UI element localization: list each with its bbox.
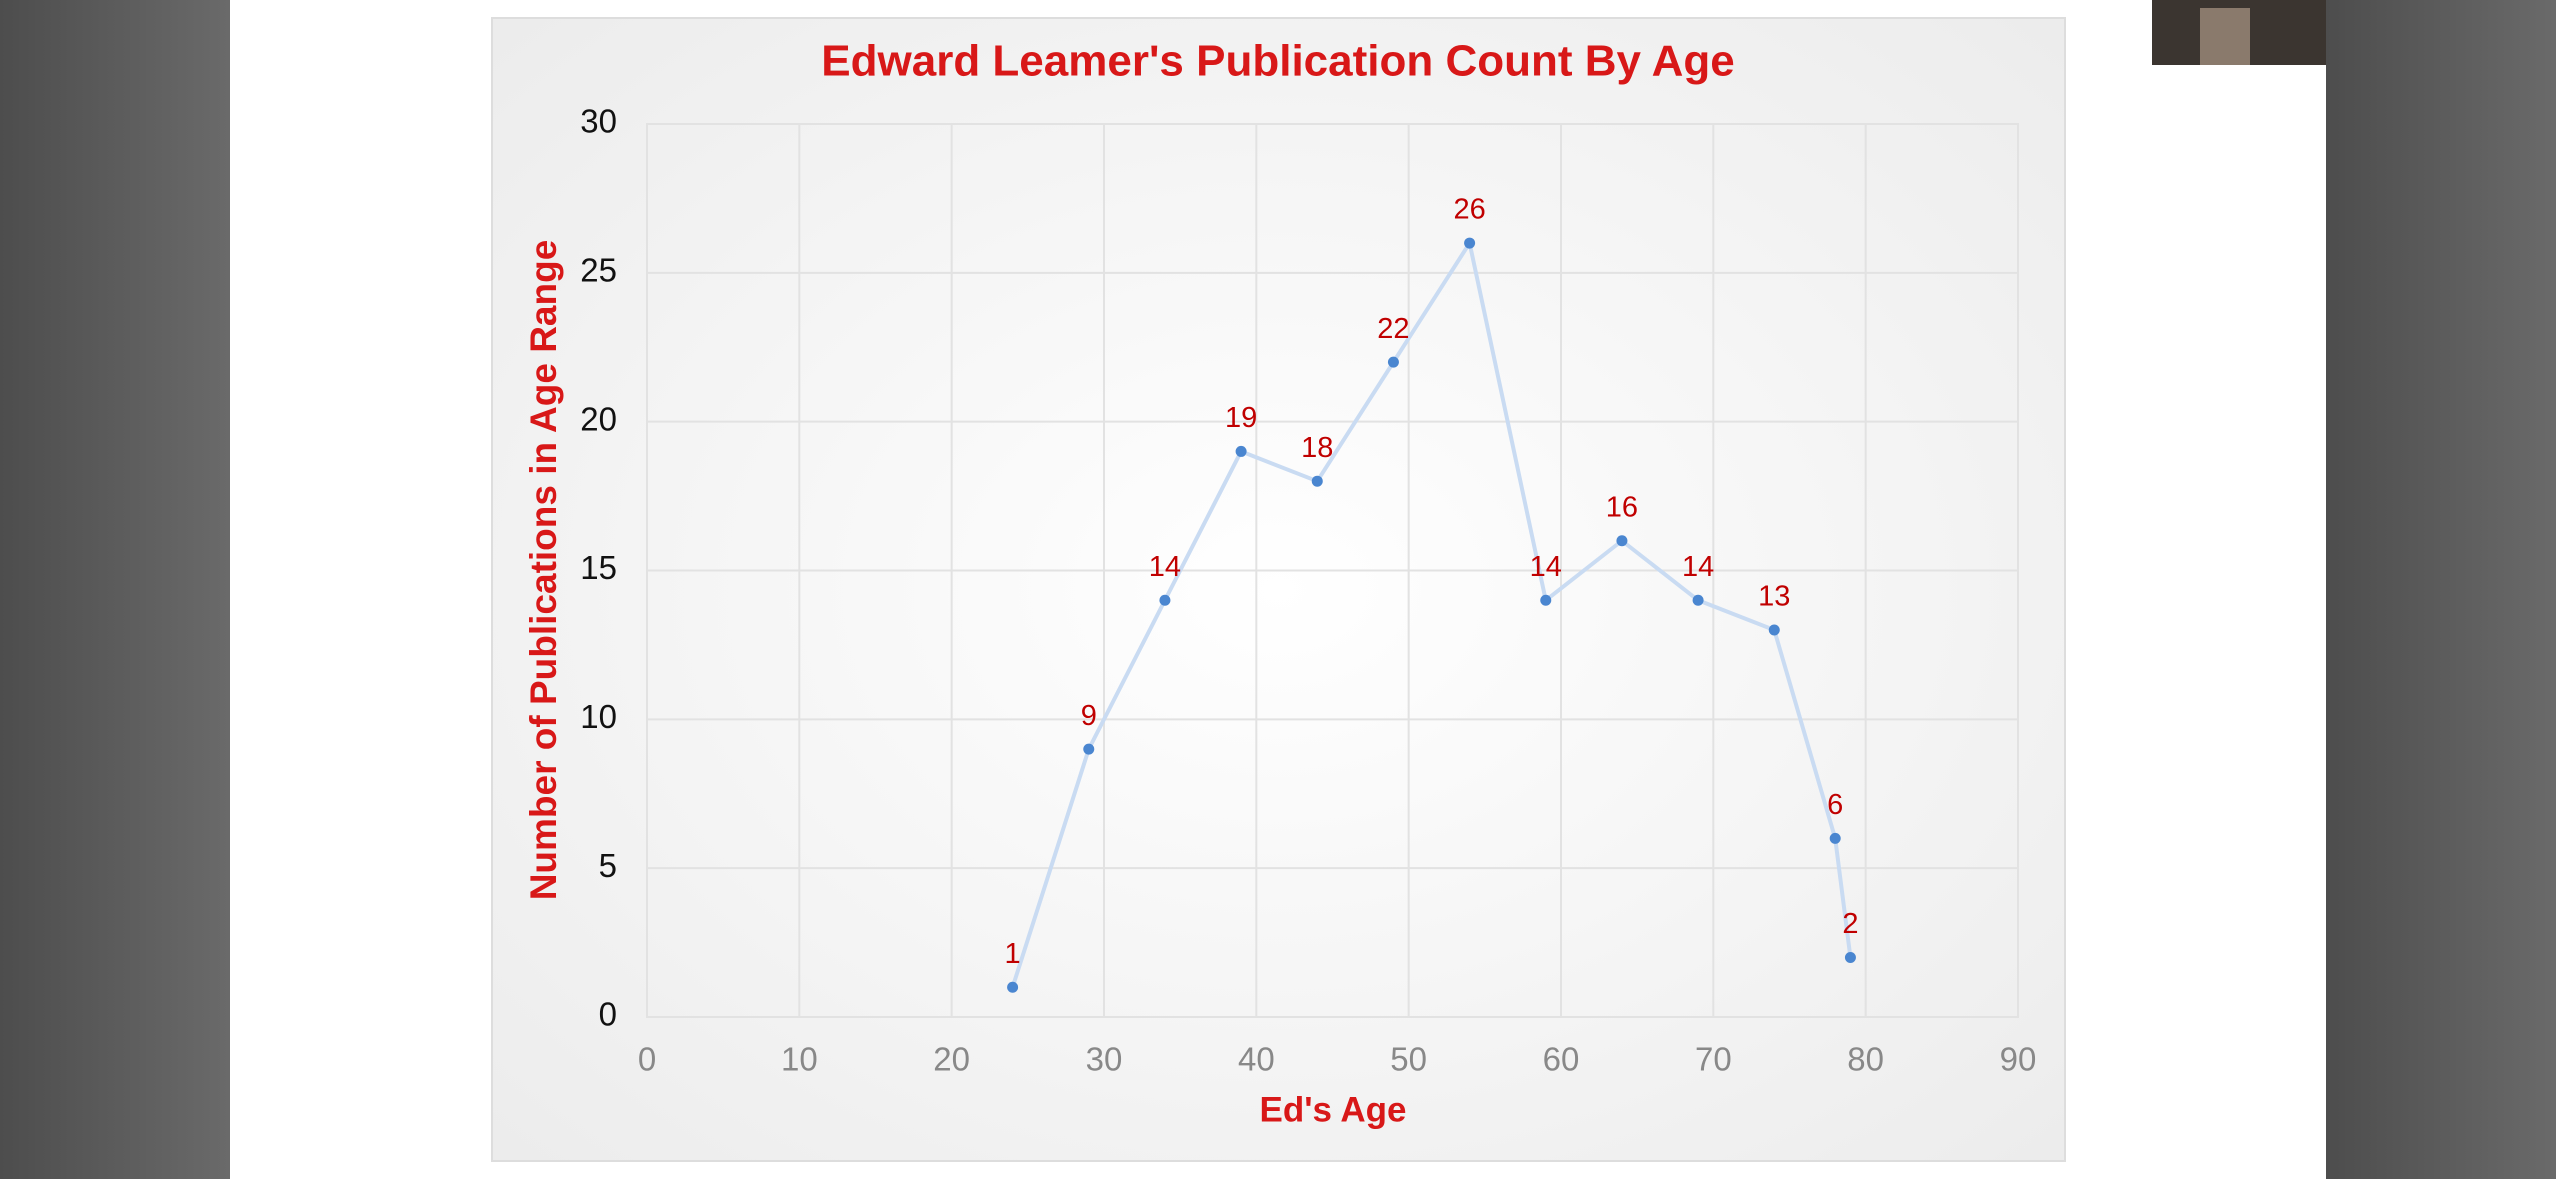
y-tick-label: 15: [580, 549, 617, 586]
data-point: [1540, 594, 1552, 606]
y-tick-label: 20: [580, 400, 617, 437]
data-label: 19: [1225, 402, 1257, 434]
data-point: [1387, 356, 1399, 368]
data-label: 1: [1005, 938, 1021, 970]
video-person: [2200, 8, 2250, 65]
x-tick-label: 30: [1086, 1041, 1123, 1078]
data-label: 14: [1149, 551, 1181, 583]
chart-area: [491, 17, 2066, 1162]
x-tick-label: 50: [1390, 1041, 1427, 1078]
data-label: 26: [1453, 194, 1485, 226]
left-margin: [0, 0, 230, 1179]
y-tick-label: 10: [580, 698, 617, 735]
x-tick-label: 10: [781, 1041, 818, 1078]
right-margin: [2326, 0, 2556, 1179]
chart-title: Edward Leamer's Publication Count By Age: [821, 37, 1734, 86]
x-tick-label: 20: [933, 1041, 970, 1078]
x-tick-label: 60: [1543, 1041, 1580, 1078]
x-tick-label: 90: [2000, 1041, 2037, 1078]
y-tick-label: 0: [599, 996, 617, 1033]
data-point: [1844, 951, 1856, 963]
y-tick-label: 30: [580, 103, 617, 140]
data-point: [1159, 594, 1171, 606]
x-tick-label: 80: [1847, 1041, 1884, 1078]
data-point: [1235, 445, 1247, 457]
y-axis-label: Number of Publications in Age Range: [523, 240, 564, 901]
data-label: 9: [1081, 700, 1097, 732]
data-label: 22: [1377, 313, 1409, 345]
data-point: [1768, 624, 1780, 636]
data-point: [1829, 832, 1841, 844]
data-point: [1007, 981, 1019, 993]
data-point: [1616, 535, 1628, 547]
data-point: [1311, 475, 1323, 487]
data-label: 13: [1758, 581, 1790, 613]
y-tick-label: 25: [580, 252, 617, 289]
x-tick-label: 70: [1695, 1041, 1732, 1078]
data-label: 16: [1606, 491, 1638, 523]
x-axis-label: Ed's Age: [1259, 1090, 1406, 1129]
x-tick-label: 0: [638, 1041, 656, 1078]
x-tick-label: 40: [1238, 1041, 1275, 1078]
data-label: 14: [1682, 551, 1714, 583]
data-point: [1464, 237, 1476, 249]
data-label: 18: [1301, 432, 1333, 464]
data-label: 2: [1842, 908, 1858, 940]
data-label: 14: [1530, 551, 1562, 583]
data-point: [1083, 743, 1095, 755]
data-point: [1692, 594, 1704, 606]
data-label: 6: [1827, 789, 1843, 821]
y-tick-label: 5: [599, 847, 617, 884]
